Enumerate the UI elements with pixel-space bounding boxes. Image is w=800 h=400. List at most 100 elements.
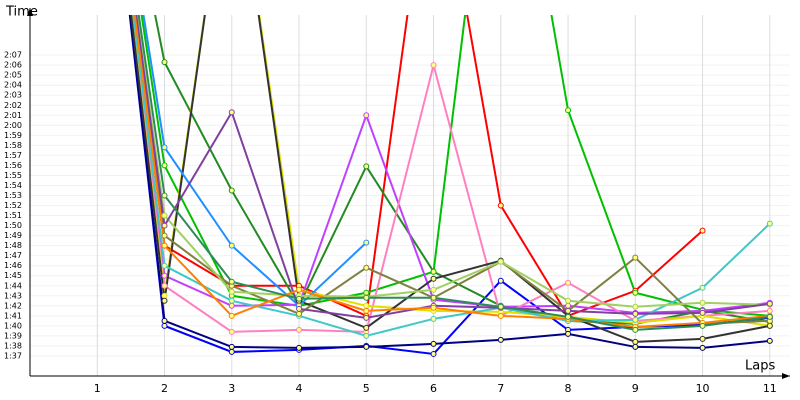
y-tick-label: 1:58: [4, 141, 22, 150]
y-tick-label: 1:46: [4, 261, 22, 270]
y-tick-label: 1:49: [4, 231, 22, 240]
y-tick-label: 1:37: [4, 351, 22, 360]
x-tick-label: 11: [763, 382, 777, 395]
point: [766, 220, 773, 227]
point: [632, 303, 639, 310]
point: [430, 350, 437, 357]
point: [430, 340, 437, 347]
point: [161, 322, 168, 329]
point: [363, 343, 370, 350]
point: [430, 286, 437, 293]
y-tick-label: 1:59: [4, 131, 22, 140]
point: [565, 302, 572, 309]
y-tick-label: 1:51: [4, 211, 22, 220]
x-tick-label: 7: [497, 382, 504, 395]
point: [766, 313, 773, 320]
y-tick-label: 1:39: [4, 331, 22, 340]
point: [161, 144, 168, 151]
y-tick-label: 2:03: [4, 91, 22, 100]
point: [766, 300, 773, 307]
y-tick-label: 1:48: [4, 241, 22, 250]
point: [296, 344, 303, 351]
y-tick-label: 1:56: [4, 161, 22, 170]
point: [766, 322, 773, 329]
point: [632, 338, 639, 345]
point: [161, 212, 168, 219]
point: [430, 275, 437, 282]
point: [632, 289, 639, 296]
point: [161, 282, 168, 289]
y-tick-label: 1:40: [4, 321, 22, 330]
point: [497, 336, 504, 343]
point: [497, 277, 504, 284]
point: [699, 335, 706, 342]
point: [296, 305, 303, 312]
point: [296, 286, 303, 293]
point: [363, 264, 370, 271]
point: [161, 317, 168, 324]
point: [228, 343, 235, 350]
y-arrow: [27, 8, 33, 16]
point: [228, 297, 235, 304]
point: [430, 268, 437, 275]
point: [699, 299, 706, 306]
point: [228, 278, 235, 285]
x-axis-label: Laps: [745, 359, 775, 374]
point: [228, 348, 235, 355]
point: [363, 314, 370, 321]
point: [228, 242, 235, 249]
point: [161, 292, 168, 299]
point: [497, 202, 504, 209]
point: [161, 262, 168, 269]
point: [228, 328, 235, 335]
y-tick-label: 1:54: [4, 181, 22, 190]
point: [699, 284, 706, 291]
x-tick-label: 10: [696, 382, 710, 395]
point: [363, 112, 370, 119]
point: [363, 332, 370, 339]
point: [766, 307, 773, 314]
point: [699, 309, 706, 316]
point: [363, 302, 370, 309]
point: [565, 107, 572, 114]
point: [363, 307, 370, 314]
point: [228, 312, 235, 319]
point: [632, 254, 639, 261]
point: [363, 163, 370, 170]
point: [565, 313, 572, 320]
x-tick-label: 5: [363, 382, 370, 395]
point: [497, 258, 504, 265]
point: [565, 279, 572, 286]
x-tick-label: 8: [565, 382, 572, 395]
y-tick-label: 2:05: [4, 71, 22, 80]
point: [161, 242, 168, 249]
point: [565, 330, 572, 337]
point: [766, 337, 773, 344]
point: [228, 109, 235, 116]
y-tick-label: 1:52: [4, 201, 22, 210]
y-axis-label: Time: [5, 5, 38, 20]
point: [497, 312, 504, 319]
point: [565, 297, 572, 304]
x-tick-label: 3: [228, 382, 235, 395]
point: [228, 187, 235, 194]
y-tick-label: 1:41: [4, 311, 22, 320]
point: [161, 232, 168, 239]
y-tick-label: 1:45: [4, 271, 22, 280]
point: [699, 227, 706, 234]
point: [430, 294, 437, 301]
point: [430, 315, 437, 322]
point: [430, 304, 437, 311]
point: [296, 326, 303, 333]
y-tick-label: 1:43: [4, 291, 22, 300]
y-tick-label: 2:01: [4, 111, 22, 120]
point: [161, 272, 168, 279]
point: [228, 302, 235, 309]
point: [161, 59, 168, 66]
y-tick-label: 1:38: [4, 341, 22, 350]
point: [699, 344, 706, 351]
y-tick-label: 1:53: [4, 191, 22, 200]
point: [161, 297, 168, 304]
x-tick-label: 4: [296, 382, 303, 395]
x-tick-label: 2: [161, 382, 168, 395]
